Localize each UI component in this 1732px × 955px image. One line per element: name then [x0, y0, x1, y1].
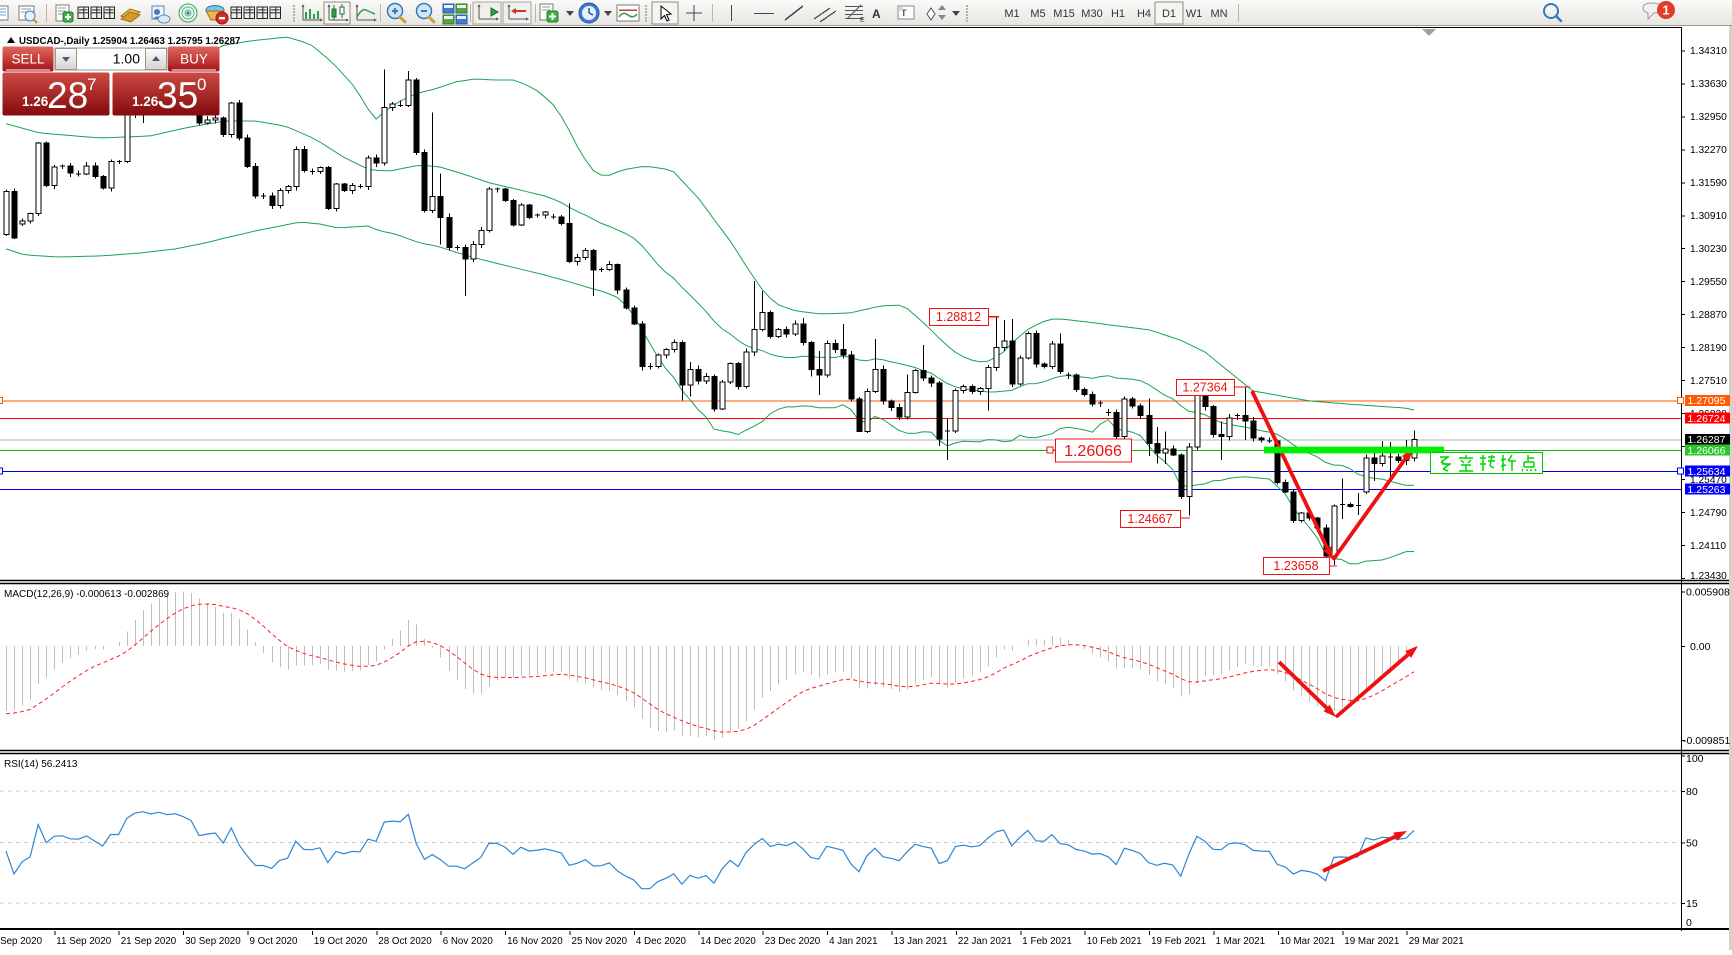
svg-text:25 Nov 2020: 25 Nov 2020 — [572, 936, 628, 947]
svg-text:0.00: 0.00 — [1690, 641, 1711, 653]
svg-text:80: 80 — [1686, 786, 1698, 798]
svg-text:10 Feb 2021: 10 Feb 2021 — [1087, 936, 1142, 947]
svg-text:1.00: 1.00 — [113, 51, 140, 67]
svg-text:11 Sep 2020: 11 Sep 2020 — [56, 936, 111, 947]
svg-text:50: 50 — [1686, 837, 1698, 849]
svg-text:16 Nov 2020: 16 Nov 2020 — [507, 936, 563, 947]
svg-text:19 Feb 2021: 19 Feb 2021 — [1151, 936, 1206, 947]
svg-text:1.27510: 1.27510 — [1690, 376, 1727, 387]
svg-text:0: 0 — [197, 75, 206, 94]
svg-text:22 Jan 2021: 22 Jan 2021 — [958, 936, 1012, 947]
svg-text:SELL: SELL — [11, 52, 45, 67]
svg-text:T: T — [901, 8, 907, 18]
svg-text:9 Oct 2020: 9 Oct 2020 — [250, 936, 298, 947]
svg-text:1.27364: 1.27364 — [1182, 381, 1227, 395]
svg-text:1.25263: 1.25263 — [1688, 484, 1726, 496]
svg-text:15: 15 — [1686, 898, 1698, 910]
svg-text:2 Sep 2020: 2 Sep 2020 — [0, 936, 43, 947]
svg-text:1.30230: 1.30230 — [1690, 244, 1727, 255]
svg-text:1.32270: 1.32270 — [1690, 145, 1727, 156]
svg-text:4 Jan 2021: 4 Jan 2021 — [829, 936, 877, 947]
svg-text:MACD(12,26,9) -0.000613 -0.002: MACD(12,26,9) -0.000613 -0.002869 — [4, 589, 170, 600]
svg-text:29 Mar 2021: 29 Mar 2021 — [1409, 936, 1464, 947]
svg-text:1.23430: 1.23430 — [1690, 571, 1727, 582]
svg-text:MN: MN — [1210, 8, 1227, 20]
svg-text:1.26066: 1.26066 — [1064, 443, 1122, 460]
svg-text:1.29550: 1.29550 — [1690, 277, 1727, 288]
svg-text:1.23658: 1.23658 — [1273, 559, 1318, 573]
svg-text:1.26: 1.26 — [132, 94, 159, 109]
svg-text:6 Nov 2020: 6 Nov 2020 — [443, 936, 494, 947]
svg-text:1.31590: 1.31590 — [1690, 178, 1727, 189]
svg-text:D1: D1 — [1162, 8, 1176, 20]
svg-text:19 Mar 2021: 19 Mar 2021 — [1344, 936, 1399, 947]
svg-text:1.24667: 1.24667 — [1127, 512, 1172, 526]
svg-text:1.24790: 1.24790 — [1690, 508, 1727, 519]
svg-text:1.34310: 1.34310 — [1690, 46, 1727, 57]
svg-text:1.26724: 1.26724 — [1688, 413, 1726, 425]
svg-text:35: 35 — [157, 75, 198, 116]
svg-text:A: A — [872, 7, 881, 21]
svg-text:1: 1 — [1662, 3, 1669, 18]
svg-text:BUY: BUY — [180, 52, 208, 67]
svg-text:1.28190: 1.28190 — [1690, 343, 1727, 354]
svg-text:1.32950: 1.32950 — [1690, 112, 1727, 123]
svg-text:E: E — [860, 17, 865, 24]
svg-text:1.26: 1.26 — [22, 94, 49, 109]
svg-text:23 Dec 2020: 23 Dec 2020 — [765, 936, 821, 947]
svg-text:21 Sep 2020: 21 Sep 2020 — [121, 936, 177, 947]
svg-text:10 Mar 2021: 10 Mar 2021 — [1280, 936, 1335, 947]
svg-text:M1: M1 — [1004, 8, 1019, 20]
svg-text:30 Sep 2020: 30 Sep 2020 — [185, 936, 241, 947]
svg-text:M30: M30 — [1081, 8, 1102, 20]
svg-text:19 Oct 2020: 19 Oct 2020 — [314, 936, 368, 947]
svg-text:M15: M15 — [1053, 8, 1074, 20]
svg-text:H4: H4 — [1137, 8, 1151, 20]
svg-text:1.27095: 1.27095 — [1688, 395, 1726, 407]
svg-text:1.28870: 1.28870 — [1690, 310, 1727, 321]
svg-text:0.005908: 0.005908 — [1686, 587, 1730, 599]
svg-text:28 Oct 2020: 28 Oct 2020 — [378, 936, 432, 947]
svg-text:100: 100 — [1686, 753, 1704, 765]
svg-text:W1: W1 — [1186, 8, 1203, 20]
svg-text:USDCAD-,Daily 1.25904 1.26463: USDCAD-,Daily 1.25904 1.26463 1.25795 1.… — [19, 36, 240, 47]
svg-text:1 Mar 2021: 1 Mar 2021 — [1216, 936, 1266, 947]
svg-text:1.25634: 1.25634 — [1688, 466, 1726, 478]
svg-text:1.33630: 1.33630 — [1690, 79, 1727, 90]
svg-text:4 Dec 2020: 4 Dec 2020 — [636, 936, 687, 947]
svg-text:-0.009851: -0.009851 — [1683, 735, 1730, 747]
svg-text:1.26066: 1.26066 — [1688, 445, 1726, 457]
svg-text:M5: M5 — [1030, 8, 1045, 20]
svg-text:RSI(14) 56.2413: RSI(14) 56.2413 — [4, 759, 78, 770]
svg-text:1.24110: 1.24110 — [1690, 541, 1726, 552]
svg-text:1.30910: 1.30910 — [1690, 211, 1727, 222]
svg-text:1.28812: 1.28812 — [936, 310, 981, 324]
svg-text:7: 7 — [87, 75, 96, 94]
svg-text:13 Jan 2021: 13 Jan 2021 — [894, 936, 948, 947]
svg-text:28: 28 — [47, 75, 88, 116]
svg-text:1 Feb 2021: 1 Feb 2021 — [1022, 936, 1072, 947]
svg-text:0: 0 — [1686, 917, 1692, 929]
svg-text:1.26287: 1.26287 — [1688, 434, 1726, 446]
svg-text:1.25470: 1.25470 — [1690, 475, 1727, 486]
svg-text:H1: H1 — [1111, 8, 1125, 20]
svg-text:14 Dec 2020: 14 Dec 2020 — [700, 936, 756, 947]
